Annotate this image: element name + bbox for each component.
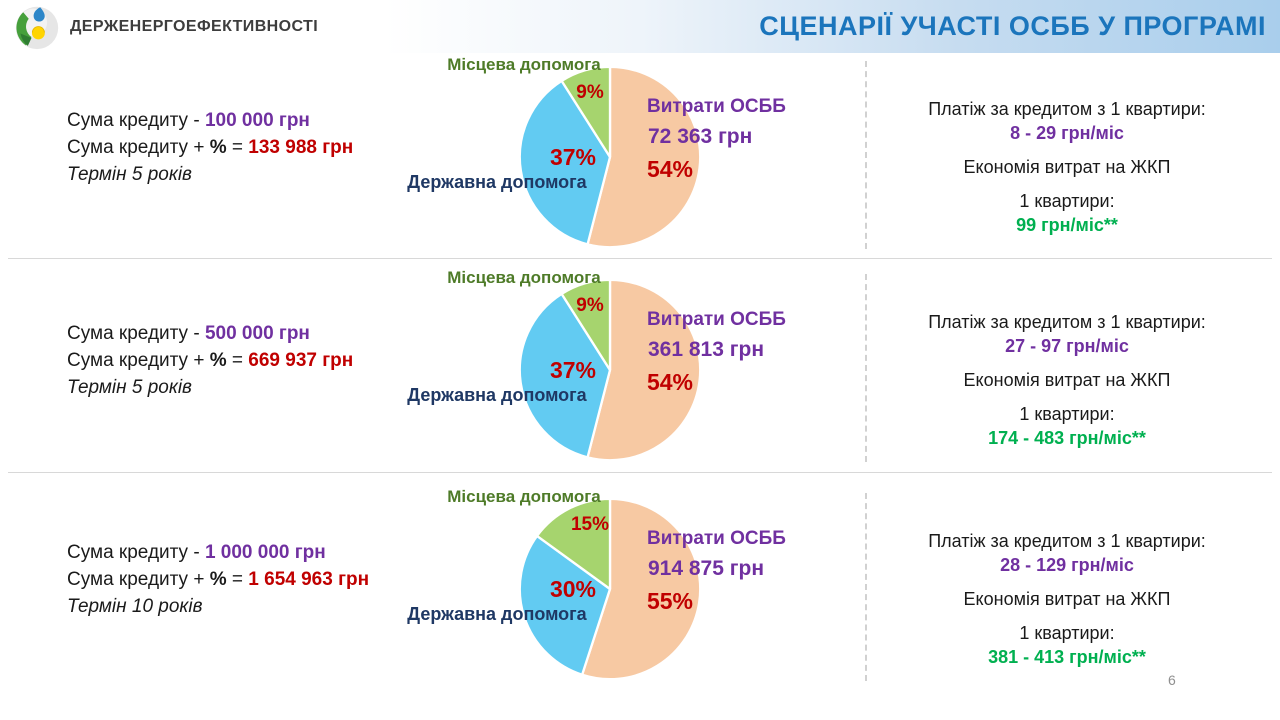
dashed-divider [865,61,867,249]
loan-interest-value: 669 937 грн [248,350,354,371]
osbb-expenses-amount: 72 363 грн [648,125,753,148]
scenario-row-3: Сума кредиту - 1 000 000 грн Сума кредит… [0,487,1280,690]
equals-sign: = [226,569,249,590]
pie-chart [518,497,702,681]
loan-sum-line: Сума кредиту - 100 000 грн [67,107,353,134]
loan-sum-value: 100 000 грн [204,110,310,131]
state-aid-label: Державна допомога [407,385,587,405]
percent-sign: % [209,350,227,371]
page-number: 6 [1168,672,1176,688]
dashed-divider [865,493,867,681]
savings-label: Економія витрат на ЖКП [963,157,1171,177]
savings-value: 99 грн/міс** [1016,215,1118,235]
savings-value: 381 - 413 грн/міс** [988,647,1146,667]
local-aid-label: Місцева допомога [447,55,601,74]
percent-sign: % [209,137,227,158]
state-aid-percent: 37% [549,144,597,170]
osbb-expenses-label: Витрати ОСББ [647,96,786,117]
equals-sign: = [226,137,249,158]
logo-text: ДЕРЖЕНЕРГОЕФЕКТИВНОСТІ [70,18,319,35]
dashed-divider [865,274,867,462]
payment-label: Платіж за кредитом з 1 квартири: [928,531,1206,551]
savings-label: Економія витрат на ЖКП [963,589,1171,609]
loan-sum-label: Сума кредиту - [67,542,205,563]
osbb-expenses-label: Витрати ОСББ [647,309,786,330]
loan-info-block: Сума кредиту - 1 000 000 грн Сума кредит… [67,539,369,620]
loan-info-block: Сума кредиту - 500 000 грн Сума кредиту … [67,320,353,401]
loan-interest-value: 133 988 грн [248,137,354,158]
per-apartment-label: 1 квартири: [1019,623,1115,643]
payment-value: 8 - 29 грн/міс [1010,123,1124,143]
pie-chart-area: Місцева допомога 15% Витрати ОСББ 914 87… [400,487,820,690]
state-aid-label: Державна допомога [407,604,587,624]
payment-value: 27 - 97 грн/міс [1005,336,1129,356]
loan-interest-line: Сума кредиту + % = 1 654 963 грн [67,566,369,593]
loan-sum-value: 1 000 000 грн [204,542,326,563]
osbb-expenses-percent: 55% [646,588,694,614]
loan-interest-label: Сума кредиту + [67,569,210,590]
equals-sign: = [226,350,249,371]
loan-interest-label: Сума кредиту + [67,350,210,371]
pie-chart-area: Місцева допомога 9% Витрати ОСББ 361 813… [400,268,820,471]
loan-sum-line: Сума кредиту - 1 000 000 грн [67,539,369,566]
logo: ДЕРЖЕНЕРГОЕФЕКТИВНОСТІ [14,3,318,51]
scenario-row-1: Сума кредиту - 100 000 грн Сума кредиту … [0,55,1280,258]
osbb-expenses-percent: 54% [646,156,694,182]
per-apartment-label: 1 квартири: [1019,404,1115,424]
osbb-expenses-percent: 54% [646,369,694,395]
local-aid-label: Місцева допомога [447,487,601,506]
percent-sign: % [209,569,227,590]
state-aid-label: Державна допомога [407,172,587,192]
per-apartment-label: 1 квартири: [1019,191,1115,211]
saee-logo-icon [15,6,59,50]
state-aid-percent: 37% [549,357,597,383]
loan-interest-label: Сума кредиту + [67,137,210,158]
loan-interest-line: Сума кредиту + % = 669 937 грн [67,347,353,374]
osbb-expenses-amount: 914 875 грн [648,557,765,580]
loan-term: Термін 5 років [67,164,192,185]
scenario-row-2: Сума кредиту - 500 000 грн Сума кредиту … [0,268,1280,471]
loan-term: Термін 10 років [67,596,203,617]
payment-label: Платіж за кредитом з 1 квартири: [928,99,1206,119]
payment-label: Платіж за кредитом з 1 квартири: [928,312,1206,332]
local-aid-label: Місцева допомога [447,268,601,287]
header-band: ДЕРЖЕНЕРГОЕФЕКТИВНОСТІ СЦЕНАРІЇ УЧАСТІ О… [0,0,1280,53]
local-aid-percent: 15% [570,514,610,535]
local-aid-percent: 9% [576,295,604,316]
osbb-expenses-amount: 361 813 грн [648,338,765,361]
loan-interest-line: Сума кредиту + % = 133 988 грн [67,134,353,161]
row-separator [8,258,1272,259]
row-separator [8,472,1272,473]
osbb-expenses-label: Витрати ОСББ [647,528,786,549]
local-aid-percent: 9% [576,82,604,103]
savings-value: 174 - 483 грн/міс** [988,428,1146,448]
savings-label: Економія витрат на ЖКП [963,370,1171,390]
loan-sum-value: 500 000 грн [204,323,310,344]
pie-chart-area: Місцева допомога 9% Витрати ОСББ 72 363 … [400,55,820,258]
state-aid-percent: 30% [549,576,597,602]
loan-interest-value: 1 654 963 грн [248,569,370,590]
loan-info-block: Сума кредиту - 100 000 грн Сума кредиту … [67,107,353,188]
loan-sum-label: Сума кредиту - [67,110,205,131]
pie-chart [518,278,702,462]
pie-chart [518,65,702,249]
payment-value: 28 - 129 грн/міс [1000,555,1134,575]
loan-sum-line: Сума кредиту - 500 000 грн [67,320,353,347]
loan-term: Термін 5 років [67,377,192,398]
slide-title: СЦЕНАРІЇ УЧАСТІ ОСББ У ПРОГРАМІ [759,11,1266,41]
loan-sum-label: Сума кредиту - [67,323,205,344]
